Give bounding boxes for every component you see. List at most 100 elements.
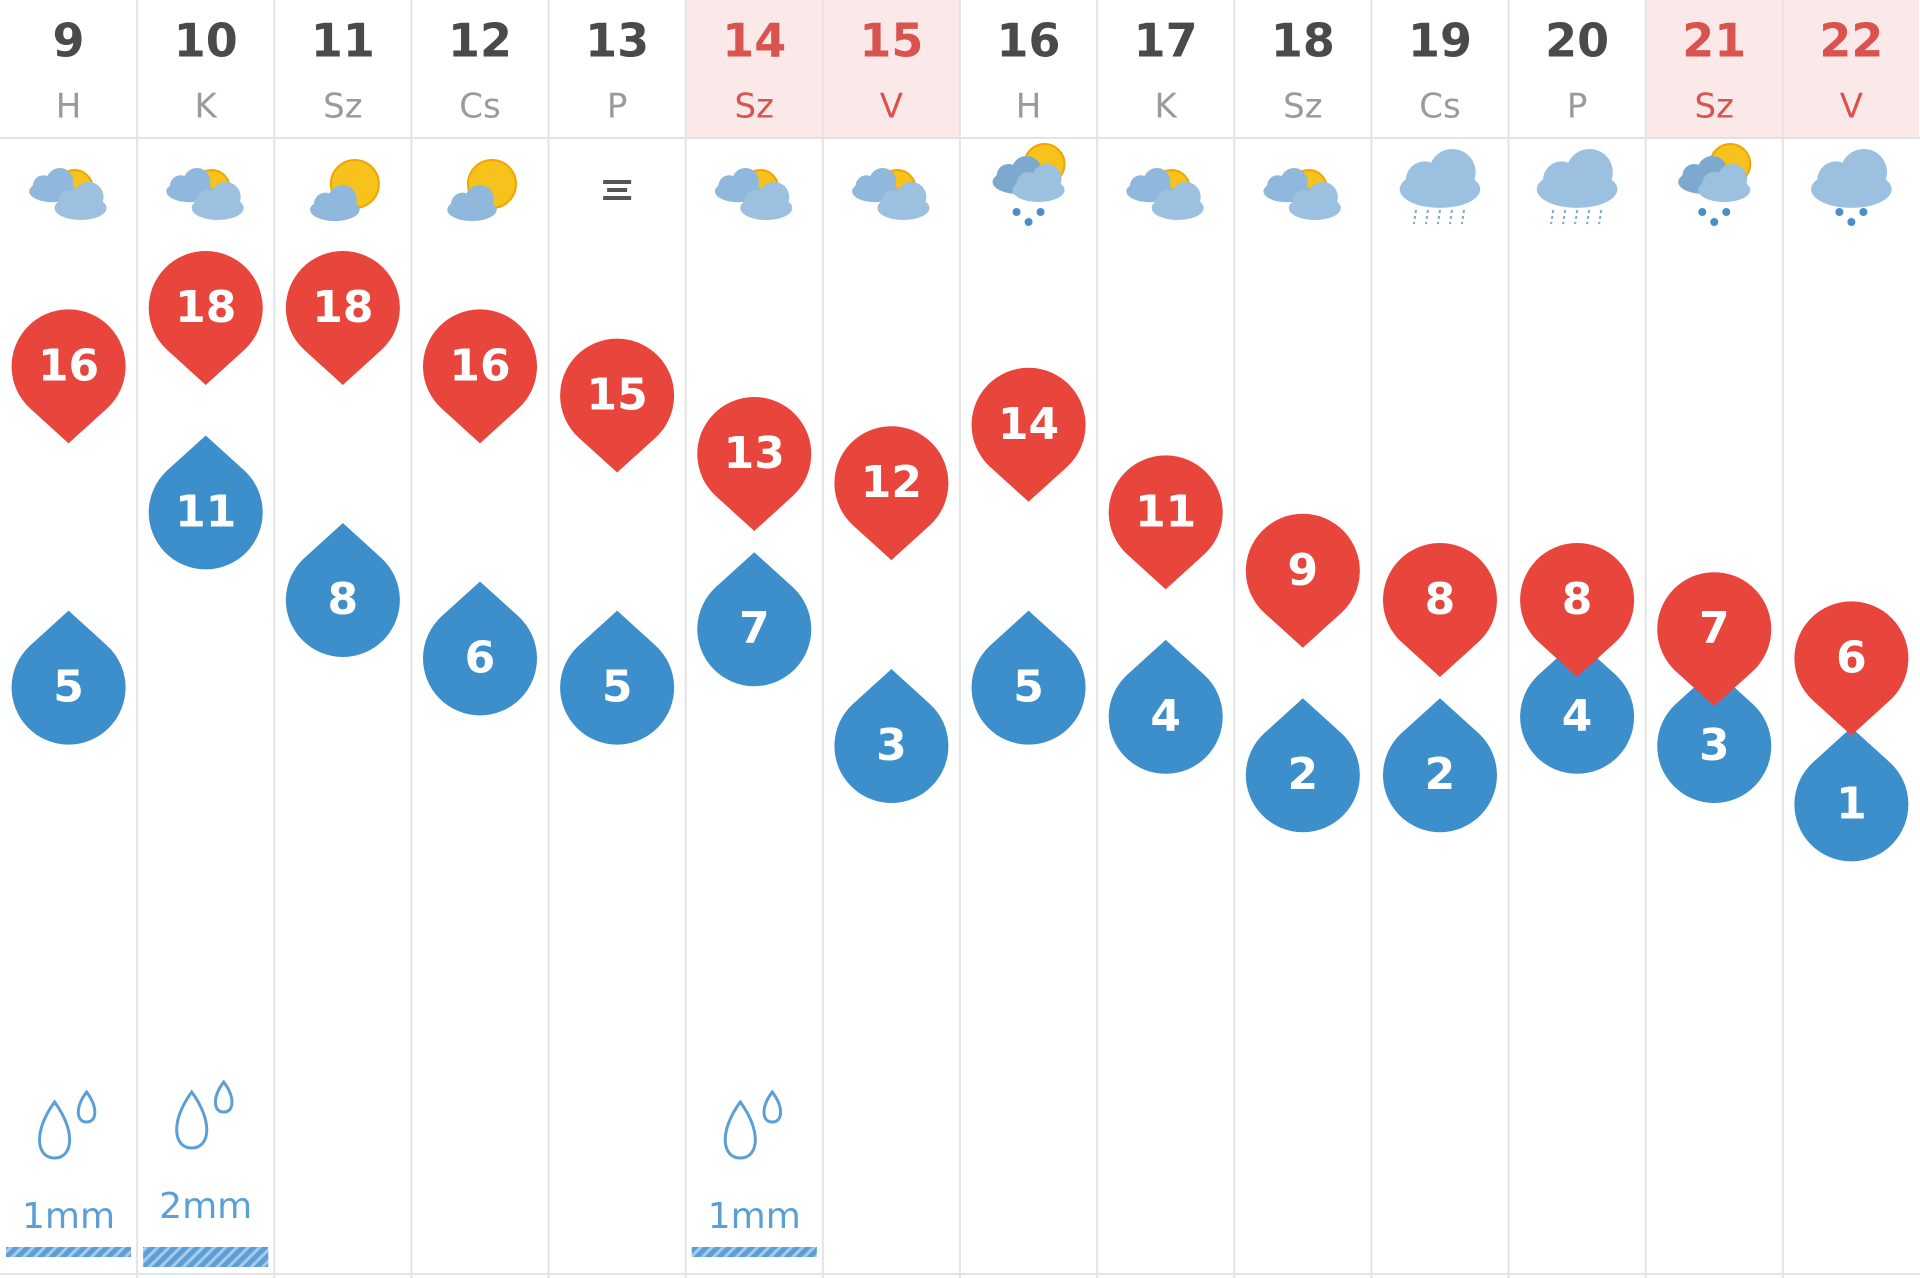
max-temp-marker: 16 — [422, 309, 537, 444]
partly-cloudy-icon — [1126, 168, 1204, 220]
min-temp-marker-label: 4 — [1150, 691, 1181, 742]
min-temp-marker: 3 — [834, 669, 949, 803]
precipitation-row: 1mm 2mm 1mm — [6, 1079, 817, 1267]
min-temp-marker-label: 6 — [465, 632, 496, 683]
max-temp-marker: 9 — [1245, 513, 1360, 648]
max-temp-marker-shape — [1657, 572, 1772, 707]
precipitation-bar — [691, 1247, 817, 1257]
min-temp-marker-label: 4 — [1562, 691, 1593, 742]
min-temp-marker-label: 11 — [175, 486, 236, 537]
day-number: 19 — [1408, 14, 1472, 68]
weekend-header-bg — [686, 0, 822, 138]
max-temp-marker: 18 — [148, 251, 263, 385]
max-temp-marker-shape — [1108, 455, 1223, 590]
precipitation-label: 1mm — [22, 1196, 115, 1237]
min-temp-marker-label: 5 — [602, 662, 633, 713]
max-temp-marker-shape — [148, 251, 263, 385]
weather-icons — [29, 143, 1892, 226]
partly-cloudy-icon — [1263, 168, 1341, 220]
max-temp-marker: 7 — [1657, 572, 1772, 707]
weekend-header-bg — [1783, 0, 1919, 138]
max-temp-marker-label: 8 — [1425, 574, 1456, 625]
weekday-label: V — [1840, 87, 1863, 127]
max-temp-marker-shape — [697, 397, 812, 531]
min-temperature-series: 5 11 8 6 5 7 3 5 4 2 2 4 3 1 — [11, 435, 1909, 862]
max-temp-marker-label: 15 — [587, 370, 648, 421]
min-temp-marker-shape — [1794, 727, 1909, 862]
max-temp-marker-shape — [971, 367, 1086, 502]
max-temp-marker: 15 — [560, 338, 675, 473]
max-temp-marker: 6 — [1794, 601, 1909, 736]
precipitation-item: 2mm — [143, 1079, 269, 1267]
precipitation-label: 2mm — [159, 1186, 252, 1227]
partly-cloudy-icon — [852, 168, 930, 220]
weekday-label: Sz — [1283, 87, 1322, 127]
max-temp-marker-shape — [560, 338, 675, 473]
weekday-label: Cs — [1419, 87, 1460, 127]
weekday-label: K — [195, 87, 219, 127]
day-number: 9 — [53, 14, 85, 68]
min-temp-marker-shape — [560, 610, 675, 745]
min-temp-marker-label: 5 — [1013, 662, 1044, 713]
max-temp-marker: 18 — [285, 251, 400, 385]
weekend-header-bg — [823, 0, 959, 138]
min-temp-marker: 8 — [285, 523, 400, 657]
weekday-label: P — [1567, 87, 1588, 127]
max-temp-marker: 16 — [11, 309, 126, 444]
min-temp-marker-shape — [1657, 669, 1772, 803]
day-number: 12 — [448, 14, 512, 68]
day-number: 11 — [311, 14, 375, 68]
day-number: 13 — [585, 14, 649, 68]
precipitation-bar — [6, 1247, 132, 1257]
max-temp-marker-shape — [422, 309, 537, 444]
raindrops-icon — [38, 1089, 97, 1160]
max-temp-marker-label: 18 — [312, 282, 373, 333]
min-temp-marker-label: 3 — [1699, 720, 1730, 771]
partly-cloudy-icon — [29, 168, 107, 220]
day-number: 22 — [1819, 14, 1883, 68]
max-temp-marker-shape — [11, 309, 126, 444]
min-temp-marker-shape — [422, 581, 537, 716]
min-temp-marker: 5 — [560, 610, 675, 745]
precipitation-label: 1mm — [708, 1196, 801, 1237]
max-temp-marker: 8 — [1520, 543, 1635, 677]
min-temp-marker: 3 — [1657, 669, 1772, 803]
raindrops-icon — [723, 1089, 783, 1160]
min-temp-marker-shape — [1245, 698, 1360, 833]
weekday-label: Cs — [459, 87, 500, 127]
min-temp-marker-label: 7 — [739, 603, 770, 654]
max-temp-marker-label: 16 — [38, 340, 99, 391]
day-number: 16 — [997, 14, 1061, 68]
max-temp-marker-label: 18 — [175, 282, 236, 333]
min-temp-marker-shape — [971, 610, 1086, 745]
weekday-label: P — [607, 87, 628, 127]
min-temp-marker: 4 — [1520, 639, 1635, 774]
max-temp-marker-shape — [1520, 543, 1635, 677]
max-temp-marker: 14 — [971, 367, 1086, 502]
min-temp-marker-shape — [834, 669, 949, 803]
max-temp-marker-label: 11 — [1135, 486, 1196, 537]
sun-shower-icon — [1678, 143, 1752, 226]
weekday-label: Sz — [323, 87, 362, 127]
min-temp-marker: 6 — [422, 581, 537, 716]
max-temp-marker: 13 — [697, 397, 812, 531]
min-temp-marker: 1 — [1794, 727, 1909, 862]
min-temp-marker-shape — [11, 610, 126, 745]
sunny-cloud-icon — [310, 159, 380, 222]
raindrops-icon — [175, 1079, 234, 1150]
min-temp-marker-shape — [697, 552, 812, 687]
partly-cloudy-icon — [166, 168, 244, 220]
min-temp-marker: 4 — [1108, 639, 1223, 774]
max-temperature-series: 16 18 18 16 15 13 12 14 11 9 8 8 7 6 — [11, 251, 1909, 736]
max-temp-marker-shape — [1382, 542, 1497, 677]
max-temp-marker-shape — [1245, 513, 1360, 648]
min-temp-marker-label: 8 — [328, 574, 359, 625]
min-temp-marker: 5 — [971, 610, 1086, 745]
max-temp-marker-label: 8 — [1562, 574, 1593, 625]
min-temp-marker-label: 2 — [1288, 749, 1319, 800]
day-number: 18 — [1271, 14, 1335, 68]
min-temp-marker-shape — [285, 523, 400, 657]
precipitation-item: 1mm — [6, 1089, 132, 1257]
